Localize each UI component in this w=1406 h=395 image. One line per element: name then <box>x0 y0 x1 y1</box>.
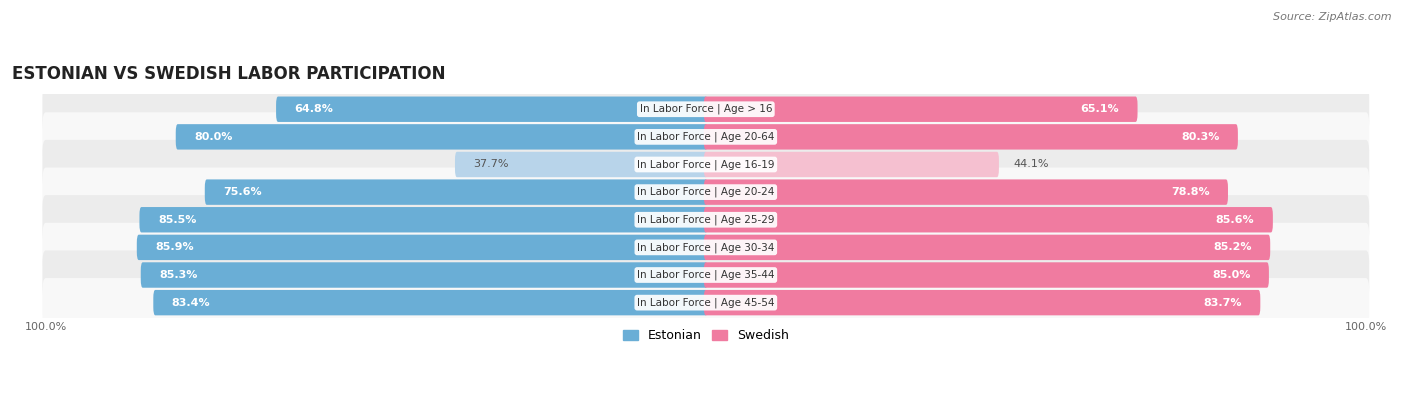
FancyBboxPatch shape <box>704 96 1137 122</box>
FancyBboxPatch shape <box>42 223 1369 272</box>
Text: 85.0%: 85.0% <box>1212 270 1250 280</box>
Text: 78.8%: 78.8% <box>1171 187 1209 197</box>
Text: 85.6%: 85.6% <box>1216 215 1254 225</box>
FancyBboxPatch shape <box>141 262 707 288</box>
Text: 83.4%: 83.4% <box>172 298 211 308</box>
FancyBboxPatch shape <box>704 207 1272 233</box>
Text: In Labor Force | Age 30-34: In Labor Force | Age 30-34 <box>637 242 775 253</box>
Text: 85.3%: 85.3% <box>159 270 198 280</box>
Text: In Labor Force | Age 20-24: In Labor Force | Age 20-24 <box>637 187 775 198</box>
Text: 85.2%: 85.2% <box>1213 243 1251 252</box>
Text: 85.9%: 85.9% <box>155 243 194 252</box>
FancyBboxPatch shape <box>42 167 1369 217</box>
Text: In Labor Force | Age 35-44: In Labor Force | Age 35-44 <box>637 270 775 280</box>
Text: 44.1%: 44.1% <box>1014 160 1049 169</box>
Text: Source: ZipAtlas.com: Source: ZipAtlas.com <box>1274 12 1392 22</box>
FancyBboxPatch shape <box>42 140 1369 189</box>
Text: 65.1%: 65.1% <box>1080 104 1119 114</box>
Text: In Labor Force | Age > 16: In Labor Force | Age > 16 <box>640 104 772 115</box>
FancyBboxPatch shape <box>704 179 1227 205</box>
FancyBboxPatch shape <box>704 235 1270 260</box>
FancyBboxPatch shape <box>456 152 707 177</box>
FancyBboxPatch shape <box>205 179 707 205</box>
Text: In Labor Force | Age 20-64: In Labor Force | Age 20-64 <box>637 132 775 142</box>
FancyBboxPatch shape <box>42 278 1369 327</box>
FancyBboxPatch shape <box>42 85 1369 134</box>
FancyBboxPatch shape <box>704 124 1237 150</box>
Text: 37.7%: 37.7% <box>474 160 509 169</box>
Text: 83.7%: 83.7% <box>1204 298 1241 308</box>
FancyBboxPatch shape <box>704 262 1268 288</box>
Text: 80.3%: 80.3% <box>1181 132 1219 142</box>
FancyBboxPatch shape <box>153 290 707 315</box>
FancyBboxPatch shape <box>276 96 707 122</box>
FancyBboxPatch shape <box>42 112 1369 162</box>
Text: In Labor Force | Age 16-19: In Labor Force | Age 16-19 <box>637 159 775 170</box>
FancyBboxPatch shape <box>704 152 998 177</box>
Text: ESTONIAN VS SWEDISH LABOR PARTICIPATION: ESTONIAN VS SWEDISH LABOR PARTICIPATION <box>13 65 446 83</box>
Text: In Labor Force | Age 45-54: In Labor Force | Age 45-54 <box>637 297 775 308</box>
Text: 85.5%: 85.5% <box>157 215 197 225</box>
FancyBboxPatch shape <box>704 290 1260 315</box>
FancyBboxPatch shape <box>42 195 1369 245</box>
Text: 64.8%: 64.8% <box>295 104 333 114</box>
FancyBboxPatch shape <box>136 235 707 260</box>
Text: 80.0%: 80.0% <box>194 132 232 142</box>
FancyBboxPatch shape <box>42 250 1369 299</box>
Legend: Estonian, Swedish: Estonian, Swedish <box>619 324 794 347</box>
FancyBboxPatch shape <box>176 124 707 150</box>
Text: In Labor Force | Age 25-29: In Labor Force | Age 25-29 <box>637 214 775 225</box>
FancyBboxPatch shape <box>139 207 707 233</box>
Text: 75.6%: 75.6% <box>224 187 262 197</box>
